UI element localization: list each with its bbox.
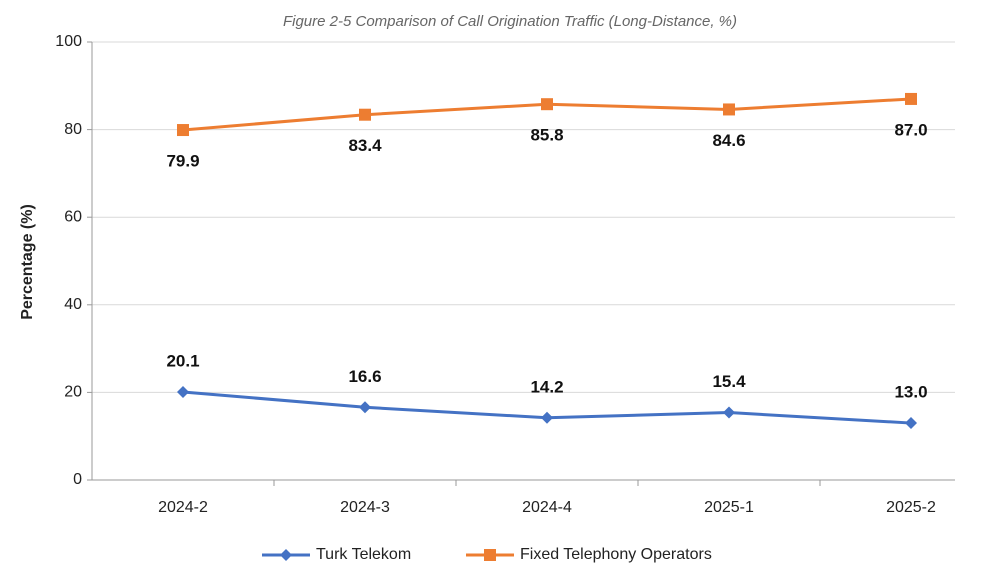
data-label: 20.1 [166, 351, 199, 370]
y-tick-label: 60 [64, 208, 82, 225]
marker [177, 124, 189, 137]
chart-title: Figure 2-5 Comparison of Call Originatio… [283, 13, 737, 30]
marker [541, 411, 553, 424]
y-tick-label: 0 [73, 471, 82, 488]
y-tick-label: 100 [55, 33, 82, 50]
marker [723, 406, 735, 419]
x-tick-label: 2024-3 [340, 499, 390, 516]
marker [359, 401, 371, 414]
legend-label: Fixed Telephony Operators [520, 546, 712, 563]
y-tick-label: 20 [64, 384, 82, 401]
y-axis-label: Percentage (%) [19, 204, 36, 320]
data-label: 84.6 [712, 131, 745, 150]
marker [905, 92, 917, 105]
data-label: 16.6 [348, 367, 381, 386]
data-label: 14.2 [530, 377, 563, 396]
marker [359, 108, 371, 121]
x-tick-label: 2025-2 [886, 499, 936, 516]
marker [484, 549, 496, 561]
data-label: 85.8 [530, 126, 563, 145]
data-label: 87.0 [894, 120, 927, 139]
legend-label: Turk Telekom [316, 546, 411, 563]
marker [905, 417, 917, 430]
marker [723, 103, 735, 116]
data-label: 83.4 [348, 136, 382, 155]
data-label: 13.0 [894, 383, 927, 402]
y-tick-label: 40 [64, 296, 82, 313]
x-tick-label: 2025-1 [704, 499, 754, 516]
y-tick-label: 80 [64, 121, 82, 138]
x-tick-label: 2024-4 [522, 499, 572, 516]
marker [280, 549, 292, 561]
x-tick-label: 2024-2 [158, 499, 208, 516]
marker [177, 385, 189, 398]
marker [541, 98, 553, 111]
data-label: 79.9 [166, 152, 199, 171]
data-label: 15.4 [712, 372, 746, 391]
